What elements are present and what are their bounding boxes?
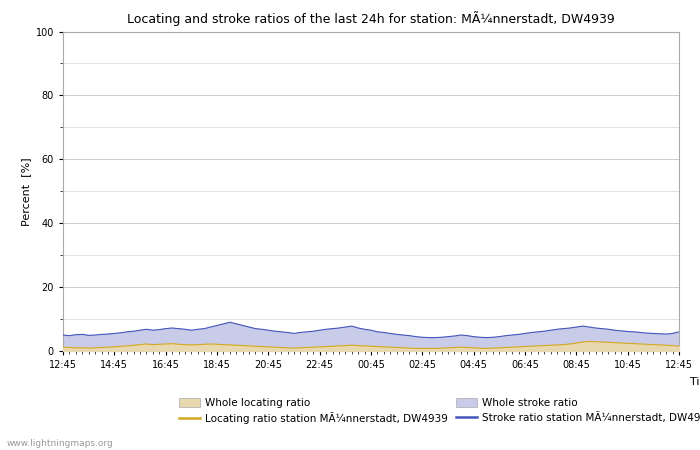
Y-axis label: Percent  [%]: Percent [%]: [22, 157, 32, 225]
Legend: Whole locating ratio, Locating ratio station MÃ¼nnerstadt, DW4939, Whole stroke : Whole locating ratio, Locating ratio sta…: [179, 398, 700, 424]
X-axis label: Time: Time: [690, 377, 700, 387]
Text: www.lightningmaps.org: www.lightningmaps.org: [7, 439, 113, 448]
Title: Locating and stroke ratios of the last 24h for station: MÃ¼nnerstadt, DW4939: Locating and stroke ratios of the last 2…: [127, 11, 615, 26]
